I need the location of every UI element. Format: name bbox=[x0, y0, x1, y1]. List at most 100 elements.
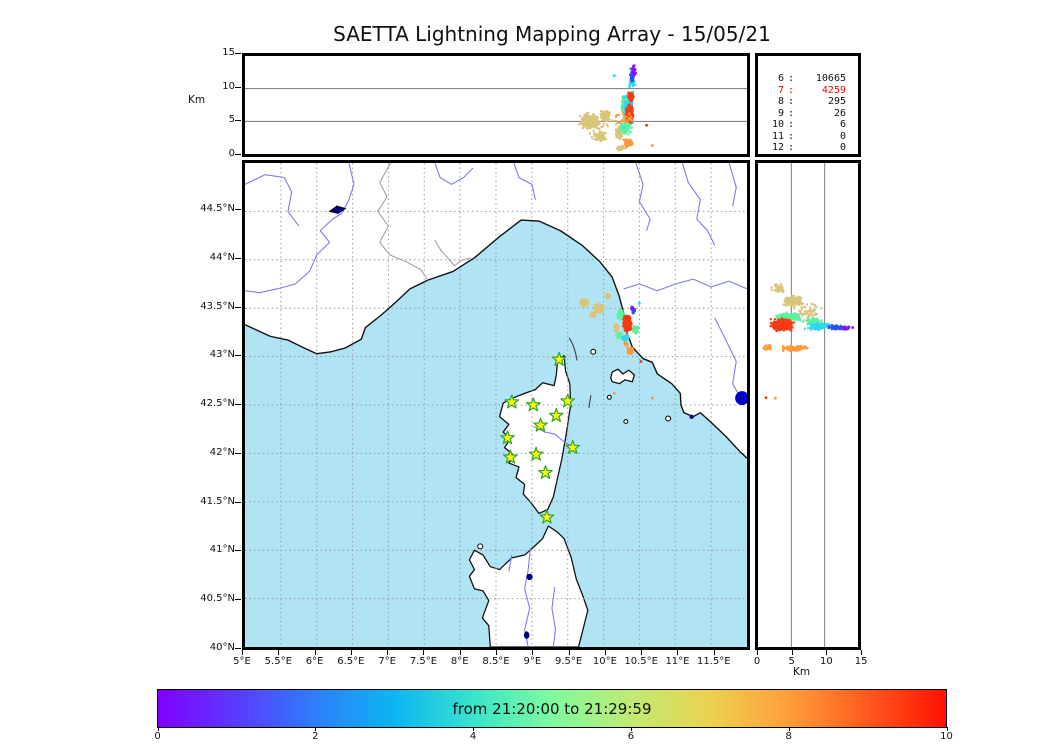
map-lat-tick-label: 42°N bbox=[209, 446, 235, 458]
axis-tick-mark bbox=[235, 86, 241, 88]
axis-tick-mark bbox=[235, 501, 241, 503]
top-panel-ytick-label: 10 bbox=[222, 80, 235, 92]
map-lon-tick-label: 8.5°E bbox=[482, 656, 510, 667]
station-count-value: 0 bbox=[839, 142, 846, 153]
axis-tick-mark bbox=[604, 650, 606, 655]
axis-tick-mark bbox=[423, 650, 425, 655]
axis-tick-mark bbox=[496, 650, 498, 655]
axis-tick-mark bbox=[235, 209, 241, 210]
station-count-row: 10: 6 bbox=[758, 119, 858, 131]
axis-tick-mark bbox=[314, 650, 316, 655]
station-count-separator: : bbox=[787, 73, 795, 84]
right-panel-km-tick-label: 15 bbox=[854, 656, 868, 667]
axis-tick-mark bbox=[278, 650, 280, 655]
top-panel-ytick-label: 0 bbox=[228, 148, 235, 159]
station-count-separator: : bbox=[787, 107, 795, 119]
lma-station-marker bbox=[551, 351, 567, 366]
map-lon-tick-label: 11°E bbox=[665, 656, 690, 667]
map-lon-tick-label: 7°E bbox=[378, 656, 396, 667]
colorbar-tick-label: 0 bbox=[154, 731, 161, 742]
right-panel-km-tick-label: 10 bbox=[820, 656, 833, 667]
axis-tick-mark bbox=[473, 727, 475, 731]
axis-tick-mark bbox=[641, 650, 643, 655]
map-lat-tick-label: 40°N bbox=[209, 642, 235, 654]
axis-tick-mark bbox=[677, 650, 679, 655]
map-lon-tick-label: 5°E bbox=[233, 656, 251, 667]
map-lon-tick-label: 6.5°E bbox=[337, 656, 365, 667]
axis-tick-mark bbox=[235, 306, 241, 308]
map-lon-tick-label: 10°E bbox=[592, 656, 617, 667]
station-count-key: 11 bbox=[771, 130, 784, 142]
axis-tick-mark bbox=[242, 650, 243, 655]
axis-tick-mark bbox=[713, 650, 715, 655]
axis-tick-mark bbox=[946, 727, 948, 731]
axis-tick-mark bbox=[235, 355, 241, 357]
map-plot bbox=[245, 163, 747, 647]
axis-tick-mark bbox=[315, 727, 317, 731]
axis-tick-mark bbox=[861, 650, 863, 655]
lma-station-marker bbox=[500, 430, 515, 445]
station-count-row: 6: 10665 bbox=[758, 73, 858, 85]
lma-station-marker bbox=[533, 417, 548, 432]
right-panel-x-axis-label: Km bbox=[793, 666, 811, 678]
map-lon-tick-label: 9.5°E bbox=[554, 656, 583, 667]
lma-station-marker bbox=[548, 407, 564, 423]
map-lon-tick-label: 11.5°E bbox=[696, 656, 731, 667]
colorbar-tick-label: 4 bbox=[469, 731, 477, 742]
axis-tick-mark bbox=[568, 650, 570, 655]
lma-station-marker bbox=[504, 394, 520, 409]
axis-tick-mark bbox=[235, 53, 241, 54]
station-count-value: 4259 bbox=[821, 84, 846, 96]
axis-tick-mark bbox=[630, 727, 632, 731]
altitude-vs-longitude-panel bbox=[242, 53, 750, 157]
axis-tick-mark bbox=[235, 404, 241, 406]
map-panel bbox=[242, 160, 750, 650]
lma-station-marker bbox=[502, 449, 518, 464]
top-panel-y-axis-label: Km bbox=[188, 94, 206, 106]
map-lat-tick-label: 44.5°N bbox=[200, 203, 235, 214]
axis-tick-mark bbox=[235, 648, 241, 650]
lma-station-marker bbox=[538, 465, 553, 480]
map-lon-tick-label: 9°E bbox=[523, 656, 542, 667]
station-count-value: 295 bbox=[827, 96, 846, 107]
map-lon-tick-label: 8°E bbox=[450, 656, 469, 667]
station-count-key: 6 bbox=[777, 73, 784, 84]
top-panel-ytick-label: 15 bbox=[222, 47, 235, 58]
station-count-value: 0 bbox=[839, 130, 846, 142]
map-lon-tick-label: 5.5°E bbox=[264, 656, 292, 667]
station-count-row: 9: 26 bbox=[758, 108, 858, 120]
station-count-key: 7 bbox=[777, 84, 784, 96]
station-count-separator: : bbox=[787, 142, 795, 153]
station-count-value: 10665 bbox=[815, 73, 846, 84]
station-count-row: 8: 295 bbox=[758, 96, 858, 108]
colorbar-tick-label: 8 bbox=[785, 731, 792, 742]
station-count-separator: : bbox=[787, 84, 795, 96]
axis-tick-mark bbox=[350, 650, 352, 655]
axis-tick-mark bbox=[235, 257, 241, 259]
map-lon-tick-label: 6°E bbox=[305, 656, 324, 667]
lma-station-marker bbox=[528, 446, 544, 461]
map-lon-tick-label: 7.5°E bbox=[409, 656, 438, 667]
map-lat-tick-label: 40.5°N bbox=[200, 593, 235, 605]
colorbar-tick-label: 2 bbox=[312, 731, 319, 742]
top-panel-ytick-label: 5 bbox=[228, 114, 235, 126]
map-lat-tick-label: 42.5°N bbox=[200, 398, 235, 410]
station-count-value: 26 bbox=[833, 107, 846, 119]
axis-tick-mark bbox=[235, 452, 241, 454]
map-lat-tick-label: 43°N bbox=[209, 349, 235, 361]
axis-tick-mark bbox=[235, 550, 241, 552]
axis-tick-mark bbox=[235, 120, 241, 122]
map-lat-tick-label: 41°N bbox=[209, 544, 235, 556]
colorbar-label: from 21:20:00 to 21:29:59 bbox=[452, 699, 652, 718]
lma-station-marker bbox=[565, 439, 581, 454]
station-count-value: 6 bbox=[839, 119, 846, 130]
right-panel-km-tick-label: 0 bbox=[753, 656, 761, 667]
axis-tick-mark bbox=[235, 154, 241, 155]
lma-station-marker bbox=[525, 397, 541, 412]
time-colorbar: from 21:20:00 to 21:29:59 bbox=[157, 689, 947, 728]
altitude-vs-latitude-panel bbox=[755, 160, 861, 650]
station-counts-panel: 6:10665 7:4259 8:295 9:26 10:6 11:0 12:0 bbox=[755, 53, 861, 157]
axis-tick-mark bbox=[387, 650, 389, 655]
axis-tick-mark bbox=[791, 650, 793, 655]
